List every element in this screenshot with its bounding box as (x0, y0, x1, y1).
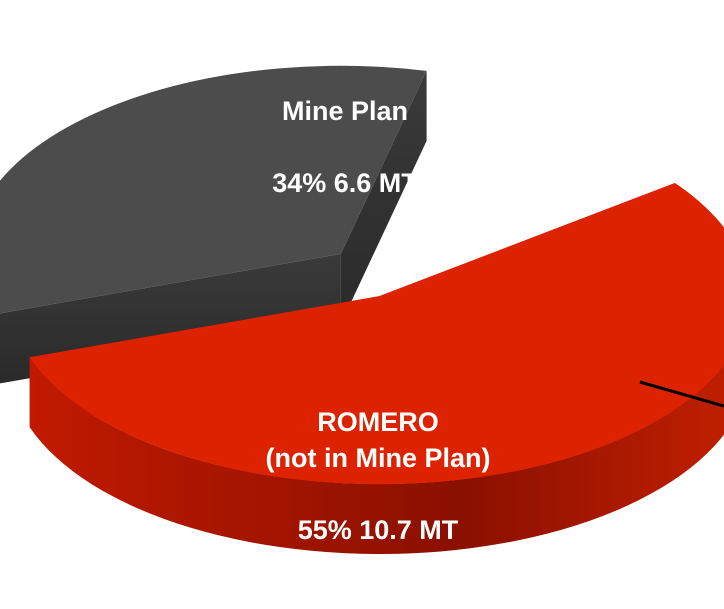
slice-label: Mine Plan 34% 6.6 MT (272, 57, 418, 237)
slice-wall (29, 357, 724, 555)
slice-value-label: 55% 10.7 MT (297, 515, 459, 545)
slice-value-label: 34% 6.6 MT (272, 168, 418, 198)
slice-name: Mine Plan (281, 96, 409, 126)
pie-slice (0, 65, 427, 314)
slice-side (340, 70, 427, 324)
slice-name: ROMERO (not in Mine Plan) (265, 407, 491, 473)
slice-label: ROMERO (not in Mine Plan) 55% 10.7 MT (266, 368, 491, 584)
leader-line (639, 380, 724, 408)
pie-slice (29, 183, 724, 485)
